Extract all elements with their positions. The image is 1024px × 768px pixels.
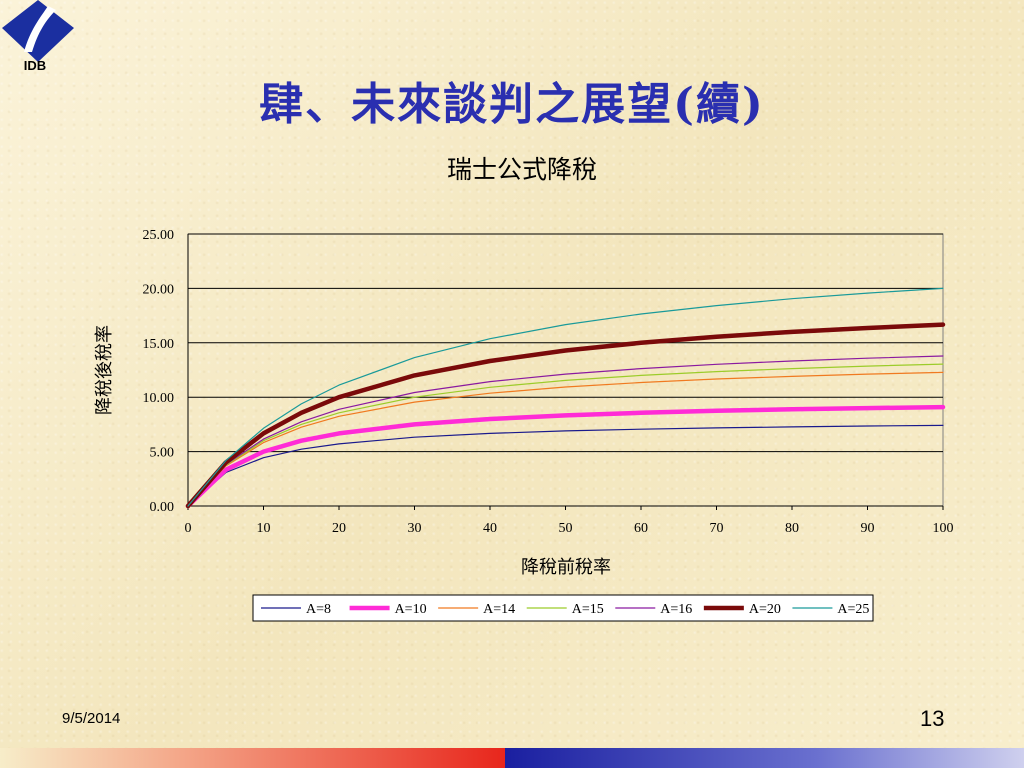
legend-label: A=10: [395, 602, 427, 617]
x-axis-label: 降稅前稅率: [521, 557, 611, 577]
y-tick-label: 25.00: [143, 228, 175, 243]
y-tick-label: 0.00: [150, 500, 175, 515]
plot-area: 0.00 5.00 10.00 15.00 20.00 25.00 0 10 20 30 40 50 6…: [143, 228, 954, 536]
idb-logo-icon: [2, 0, 74, 62]
series-line-a-25: [187, 287, 944, 507]
footer-bar-red: [0, 748, 505, 768]
legend-label: A=15: [572, 602, 604, 617]
plot-frame: [187, 233, 944, 507]
chart-legend: A=8 A=10 A=14 A=15 A=16 A=20 A=25: [252, 594, 874, 622]
legend-label: A=8: [306, 602, 331, 617]
y-tick-label: 15.00: [143, 337, 175, 352]
y-tick-label: 20.00: [143, 282, 175, 297]
y-axis-label: 降稅後稅率: [94, 325, 114, 415]
x-tick-label: 100: [933, 521, 954, 536]
slide-date: 9/5/2014: [62, 710, 121, 727]
x-tick-label: 70: [710, 521, 724, 536]
x-tick-label: 40: [483, 521, 497, 536]
series-line-a-15: [187, 363, 944, 507]
legend-label: A=14: [483, 602, 515, 617]
legend-label: A=20: [749, 602, 781, 617]
x-tick-label: 0: [185, 521, 192, 536]
x-tick-label: 60: [634, 521, 648, 536]
slide-page-number: 13: [920, 706, 945, 731]
idb-logo-text: IDB: [23, 58, 47, 73]
series-line-a-8: [187, 424, 944, 507]
y-tick-label: 5.00: [150, 446, 175, 461]
x-tick-label: 20: [332, 521, 346, 536]
x-tick-label: 90: [861, 521, 875, 536]
series-line-a-10: [185, 404, 946, 509]
line-chart: 瑞士公式降稅 0.00 5.00 10.00 15.00 20.00 25.00 0 10 20…: [94, 156, 954, 622]
series-line-a-20: [185, 322, 946, 509]
series-line-a-16: [187, 355, 944, 507]
chart-container: 瑞士公式降稅 0.00 5.00 10.00 15.00 20.00 25.00 0 10 20…: [0, 140, 1024, 630]
footer-bar-blue: [505, 748, 1024, 768]
series-line-a-14: [187, 371, 944, 507]
chart-title: 瑞士公式降稅: [447, 156, 597, 184]
footer-color-bar: [0, 748, 1024, 768]
y-tick-label: 10.00: [143, 391, 175, 406]
legend-label: A=25: [837, 602, 869, 617]
x-tick-label: 80: [785, 521, 799, 536]
x-tick-label: 10: [257, 521, 271, 536]
x-tick-label: 50: [559, 521, 573, 536]
slide-title: 肆、未來談判之展望(續): [259, 79, 765, 130]
x-tick-label: 30: [408, 521, 422, 536]
legend-label: A=16: [660, 602, 692, 617]
